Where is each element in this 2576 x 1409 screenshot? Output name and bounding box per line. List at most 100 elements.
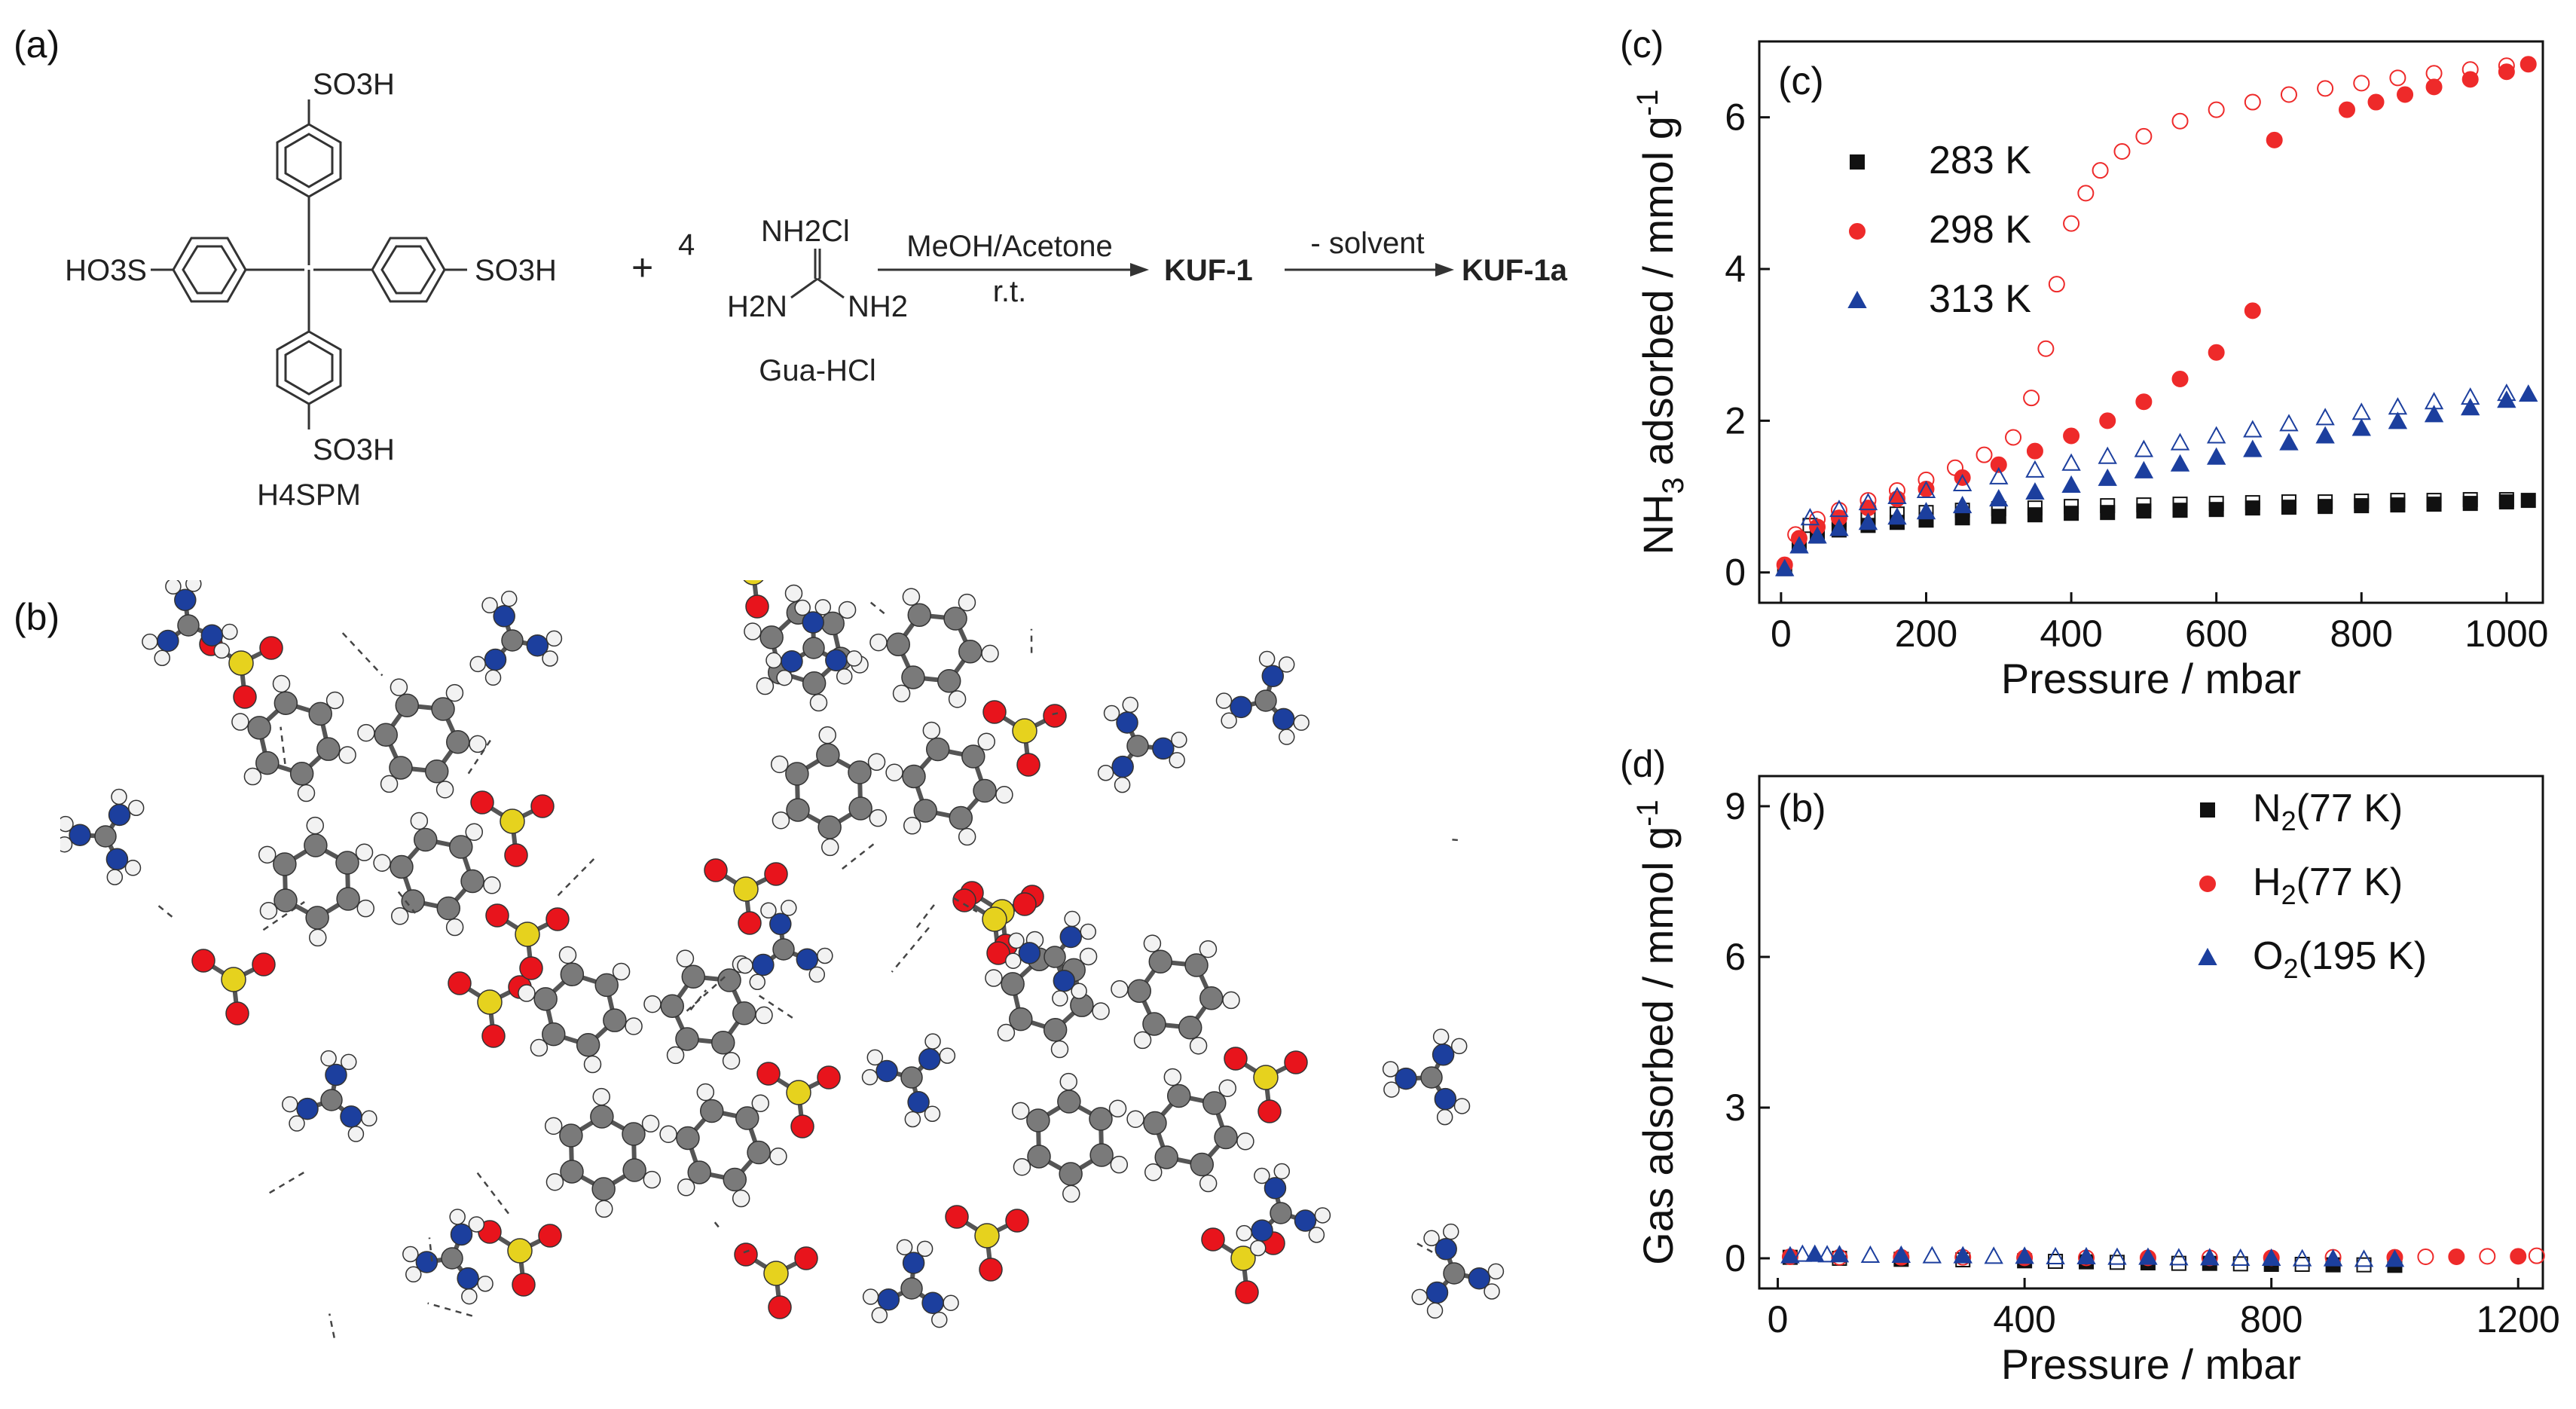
y-tick-label: 2: [1725, 399, 1746, 442]
hydrogen-atom: [1314, 1207, 1331, 1224]
series-313-k: [1775, 384, 2538, 576]
data-point: [2367, 93, 2385, 111]
data-point: [2134, 439, 2154, 457]
sulfur-atom: [515, 922, 540, 947]
hydrogen-atom: [845, 650, 863, 667]
hydrogen-atom: [583, 1055, 602, 1074]
hydrogen-atom: [1436, 1108, 1453, 1126]
nitrogen-atom: [415, 1251, 439, 1273]
data-point: [1829, 500, 1849, 518]
hydrogen-atom: [592, 1087, 610, 1106]
data-point: [2519, 384, 2538, 402]
oxygen-atom: [485, 903, 509, 928]
hydrogen-atom: [465, 823, 484, 841]
hydrogen-atom: [958, 827, 976, 846]
hydrogen-atom: [357, 723, 375, 742]
x-tick-label: 400: [1993, 1298, 2055, 1340]
hydrogen-atom: [977, 732, 996, 750]
legend-entry: H2(77 K): [2253, 860, 2403, 910]
carbon-atom: [1254, 689, 1277, 712]
carbon-atom: [273, 888, 298, 912]
hydrogen-atom: [817, 947, 833, 964]
carbon-atom: [943, 607, 967, 631]
right-so3h-label: SO3H: [475, 254, 557, 287]
data-point: [2027, 507, 2043, 523]
carbon-atom: [660, 994, 684, 1018]
legend-entry: O2(195 K): [2253, 934, 2427, 984]
carbon-atom: [1089, 1143, 1114, 1167]
carbon-atom: [1001, 972, 1025, 996]
carbon-atom: [1143, 1111, 1167, 1135]
hydrogen-atom: [1293, 714, 1309, 731]
nitrogen-atom: [1059, 925, 1083, 949]
x-tick-label: 800: [2330, 613, 2393, 655]
hydrogen-bond: [341, 632, 383, 677]
data-points: [1780, 1244, 2545, 1273]
data-point: [2351, 418, 2371, 436]
carbon-atom: [1199, 986, 1224, 1010]
nitrogen-atom: [296, 1097, 319, 1120]
carbon-atom: [817, 815, 842, 839]
hydrogen-atom: [659, 1125, 677, 1143]
data-point: [2510, 1248, 2527, 1265]
legend-entry: 283 K: [1929, 139, 2031, 182]
legend-marker: [1847, 290, 1867, 308]
data-point: [1829, 518, 1849, 536]
data-point: [2279, 432, 2299, 451]
nitrogen-atom: [796, 948, 819, 970]
hydrogen-atom: [272, 674, 291, 693]
carbon-atom: [802, 671, 827, 695]
nitrogen-atom: [918, 1047, 941, 1071]
hydrogen-bond: [686, 976, 726, 1012]
gas-isotherm-chart: 0 400 800 1200 0 3 6 9 Pressure / mbar Gas adsorb…: [1631, 775, 2560, 1388]
oxygen-atom: [1284, 1050, 1308, 1074]
hydrogen-atom: [1111, 980, 1129, 998]
hydrogen-atom: [666, 1046, 685, 1065]
oxygen-atom: [1201, 1227, 1225, 1252]
carbon-atom: [436, 896, 461, 921]
hydrogen-atom: [1079, 947, 1098, 966]
carbon-atom: [937, 669, 961, 693]
carbon-atom: [675, 1027, 699, 1051]
hydrogen-atom: [1432, 1028, 1450, 1045]
carbon-atom: [424, 760, 449, 784]
data-point: [1858, 493, 1878, 511]
data-point: [2208, 101, 2225, 118]
nitrogen-atom: [921, 1291, 944, 1314]
data-point: [2200, 1248, 2220, 1266]
hydrogen-atom: [625, 1017, 643, 1035]
data-point: [2092, 162, 2109, 179]
data-point: [2170, 454, 2190, 472]
y-tick-label: 6: [1725, 96, 1746, 139]
hydrogen-atom: [1013, 1157, 1031, 1176]
data-point: [2015, 1246, 2034, 1264]
oxygen-atom: [745, 594, 769, 619]
hydrogen-atom: [477, 1275, 494, 1292]
carbon-atom: [802, 637, 825, 659]
hydrogen-bond: [269, 1170, 306, 1194]
data-points: [1775, 56, 2538, 576]
carbon-atom: [681, 964, 706, 989]
hydrogen-atom: [154, 649, 170, 667]
hydrogen-atom: [1442, 1223, 1459, 1240]
top-so3h-label: SO3H: [313, 68, 395, 101]
hydrogen-bond: [953, 897, 978, 913]
legend-marker: [1850, 154, 1865, 170]
carbon-atom: [1190, 1152, 1215, 1177]
data-point: [2497, 390, 2516, 408]
hydrogen-atom: [361, 1110, 377, 1127]
hydrogen-atom: [1453, 1098, 1471, 1114]
hydrogen-atom: [821, 838, 839, 857]
hydrogen-atom: [943, 1294, 959, 1311]
hydrogen-atom: [995, 786, 1013, 804]
nitrogen-atom: [69, 824, 91, 846]
hydrogen-atom: [862, 1288, 879, 1305]
data-point: [2023, 390, 2040, 407]
data-point: [2462, 496, 2478, 512]
hydrogen-atom: [469, 656, 486, 673]
hydrogen-atom: [185, 580, 202, 592]
nh3-isotherm-chart: 0 200 400 600 800 1000 0 2 4 6 Pressure / mbar NH3 …: [1631, 40, 2548, 702]
carbon-atom: [816, 743, 840, 767]
hydrogen-atom: [461, 1288, 478, 1305]
legend-text: (195 K): [2298, 934, 2427, 978]
